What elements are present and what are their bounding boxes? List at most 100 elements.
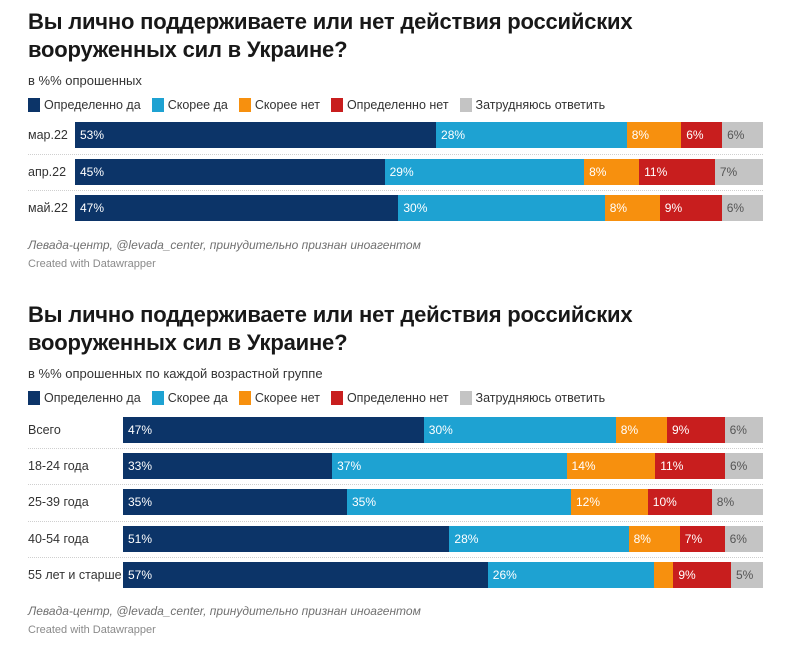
legend: Определенно да Скорее да Скорее нет Определ… bbox=[28, 97, 768, 113]
chart-subtitle: в %% опрошенных по каждой возрастной гру… bbox=[28, 366, 323, 381]
bar-segment-definitely-no: 10% bbox=[647, 489, 712, 516]
legend-item-definitely-yes: Определенно да bbox=[28, 98, 141, 112]
bar-segment-hard-to-say: 8% bbox=[711, 489, 763, 516]
bar-segment-definitely-no: 7% bbox=[679, 525, 725, 552]
value-label: 6% bbox=[686, 128, 704, 142]
legend-label: Определенно да bbox=[44, 391, 141, 405]
chart-title: Вы лично поддерживаете или нет действия … bbox=[28, 302, 633, 355]
row-separator bbox=[28, 153, 763, 155]
value-label: 7% bbox=[719, 164, 738, 179]
legend-swatch bbox=[238, 391, 251, 405]
value-label: 35% bbox=[352, 495, 377, 510]
bar-segment-definitely-no: 9% bbox=[666, 417, 725, 443]
bar-segment-rather-no: 8% bbox=[628, 525, 680, 552]
legend-swatch bbox=[28, 98, 40, 112]
datawrapper-credit[interactable]: Created with Datawrapper bbox=[28, 258, 156, 270]
value-label: 53% bbox=[80, 128, 105, 142]
value-label: 45% bbox=[80, 164, 105, 179]
bar-row: май.22 47% 30% 8% 9% 6% bbox=[28, 195, 768, 221]
value-label: 9% bbox=[671, 423, 690, 437]
legend-label: Скорее нет bbox=[254, 98, 320, 112]
legend-label: Определенно нет bbox=[346, 98, 449, 112]
bar-segment-definitely-yes: 47% bbox=[75, 195, 399, 221]
value-label: 28% bbox=[441, 128, 466, 142]
stacked-bar: 35% 35% 12% 10% 8% bbox=[123, 489, 763, 516]
category-label: апр.22 bbox=[28, 164, 67, 179]
row-separator bbox=[28, 448, 763, 450]
legend-item-definitely-no: Определенно нет bbox=[330, 98, 449, 112]
row-separator bbox=[28, 190, 763, 191]
legend-swatch bbox=[151, 98, 164, 112]
value-label: 8% bbox=[631, 128, 650, 142]
legend-item-rather-no: Скорее нет bbox=[238, 391, 320, 405]
row-separator bbox=[28, 556, 763, 558]
stacked-bar: 45% 29% 8% 11% 7% bbox=[75, 158, 763, 185]
bar-segment-definitely-yes: 33% bbox=[123, 453, 333, 480]
legend-item-hard-to-say: Затрудняюсь ответить bbox=[459, 391, 606, 405]
bar-segment-definitely-no: 11% bbox=[655, 453, 725, 480]
stacked-bar: 51% 28% 8% 7% 6% bbox=[123, 525, 763, 552]
datawrapper-credit[interactable]: Created with Datawrapper bbox=[28, 624, 156, 636]
legend-item-definitely-yes: Определенно да bbox=[28, 391, 141, 405]
value-label: 14% bbox=[571, 459, 596, 474]
chart-monthly: Вы лично поддерживаете или нет действия … bbox=[28, 8, 768, 270]
bar-row: Всего 47% 30% 8% 9% 6% bbox=[28, 417, 768, 443]
value-label: 30% bbox=[428, 423, 453, 437]
bar-segment-definitely-yes: 51% bbox=[123, 525, 450, 552]
value-label: 35% bbox=[128, 495, 153, 510]
bar-segment-hard-to-say: 6% bbox=[724, 525, 763, 552]
bar-segment-rather-no: 12% bbox=[571, 489, 648, 516]
source-note: Левада-центр, @levada_center, принудител… bbox=[28, 604, 421, 618]
value-label: 12% bbox=[576, 495, 601, 510]
bar-row: 40-54 года 51% 28% 8% 7% 6% bbox=[28, 525, 768, 552]
legend-item-rather-yes: Скорее да bbox=[151, 98, 228, 112]
value-label: 47% bbox=[80, 201, 105, 215]
legend-label: Определенно нет bbox=[346, 391, 449, 405]
legend-swatch bbox=[330, 391, 343, 405]
stacked-bar: 47% 30% 8% 9% 6% bbox=[123, 417, 763, 443]
value-label: 33% bbox=[128, 459, 153, 474]
value-label: 8% bbox=[609, 201, 628, 215]
bar-segment-definitely-yes: 47% bbox=[123, 417, 424, 443]
legend: Определенно да Скорее да Скорее нет Определ… bbox=[28, 390, 768, 406]
chart-subtitle: в %% опрошенных bbox=[28, 73, 142, 88]
source-note: Левада-центр, @levada_center, принудител… bbox=[28, 238, 421, 252]
bar-segment-rather-yes: 30% bbox=[423, 417, 616, 443]
bar-segment-hard-to-say: 6% bbox=[721, 195, 763, 221]
value-label: 6% bbox=[729, 531, 747, 546]
legend-label: Затрудняюсь ответить bbox=[475, 391, 606, 405]
legend-swatch bbox=[330, 98, 343, 112]
legend-label: Скорее да bbox=[167, 391, 228, 405]
legend-item-rather-yes: Скорее да bbox=[151, 391, 228, 405]
bar-segment-rather-no: 14% bbox=[566, 453, 656, 480]
value-label: 8% bbox=[716, 495, 735, 510]
value-label: 6% bbox=[729, 459, 748, 474]
bar-segment-definitely-no: 9% bbox=[659, 195, 722, 221]
bar-segment-rather-no: 8% bbox=[626, 122, 682, 148]
value-label: 6% bbox=[729, 423, 747, 437]
stacked-bar: 47% 30% 8% 9% 6% bbox=[75, 195, 763, 221]
bar-segment-definitely-no: 11% bbox=[639, 158, 715, 185]
bar-row: мар.22 53% 28% 8% 6% 6% bbox=[28, 122, 768, 148]
value-label: 11% bbox=[644, 164, 668, 179]
value-label: 5% bbox=[735, 567, 754, 582]
value-label: 6% bbox=[726, 201, 745, 215]
bar-row: 55 лет и старше 57% 26% 9% 5% bbox=[28, 561, 768, 588]
legend-swatch bbox=[459, 391, 472, 405]
value-label: 30% bbox=[403, 201, 428, 215]
legend-label: Скорее нет bbox=[254, 391, 320, 405]
value-label: 51% bbox=[128, 531, 153, 546]
category-label: май.22 bbox=[28, 201, 68, 215]
bar-segment-rather-yes: 35% bbox=[347, 489, 571, 516]
value-label: 26% bbox=[492, 567, 517, 582]
bar-segment-definitely-no: 6% bbox=[681, 122, 723, 148]
bar-segment-rather-yes: 29% bbox=[384, 158, 585, 185]
bar-row: 25-39 года 35% 35% 12% 10% 8% bbox=[28, 489, 768, 516]
bar-segment-definitely-yes: 57% bbox=[123, 561, 488, 588]
legend-item-rather-no: Скорее нет bbox=[238, 98, 320, 112]
value-label: 37% bbox=[337, 459, 362, 474]
stacked-bar: 57% 26% 9% 5% bbox=[123, 561, 763, 588]
legend-swatch bbox=[238, 98, 251, 112]
bar-segment-definitely-yes: 53% bbox=[75, 122, 437, 148]
legend-item-definitely-no: Определенно нет bbox=[330, 391, 449, 405]
